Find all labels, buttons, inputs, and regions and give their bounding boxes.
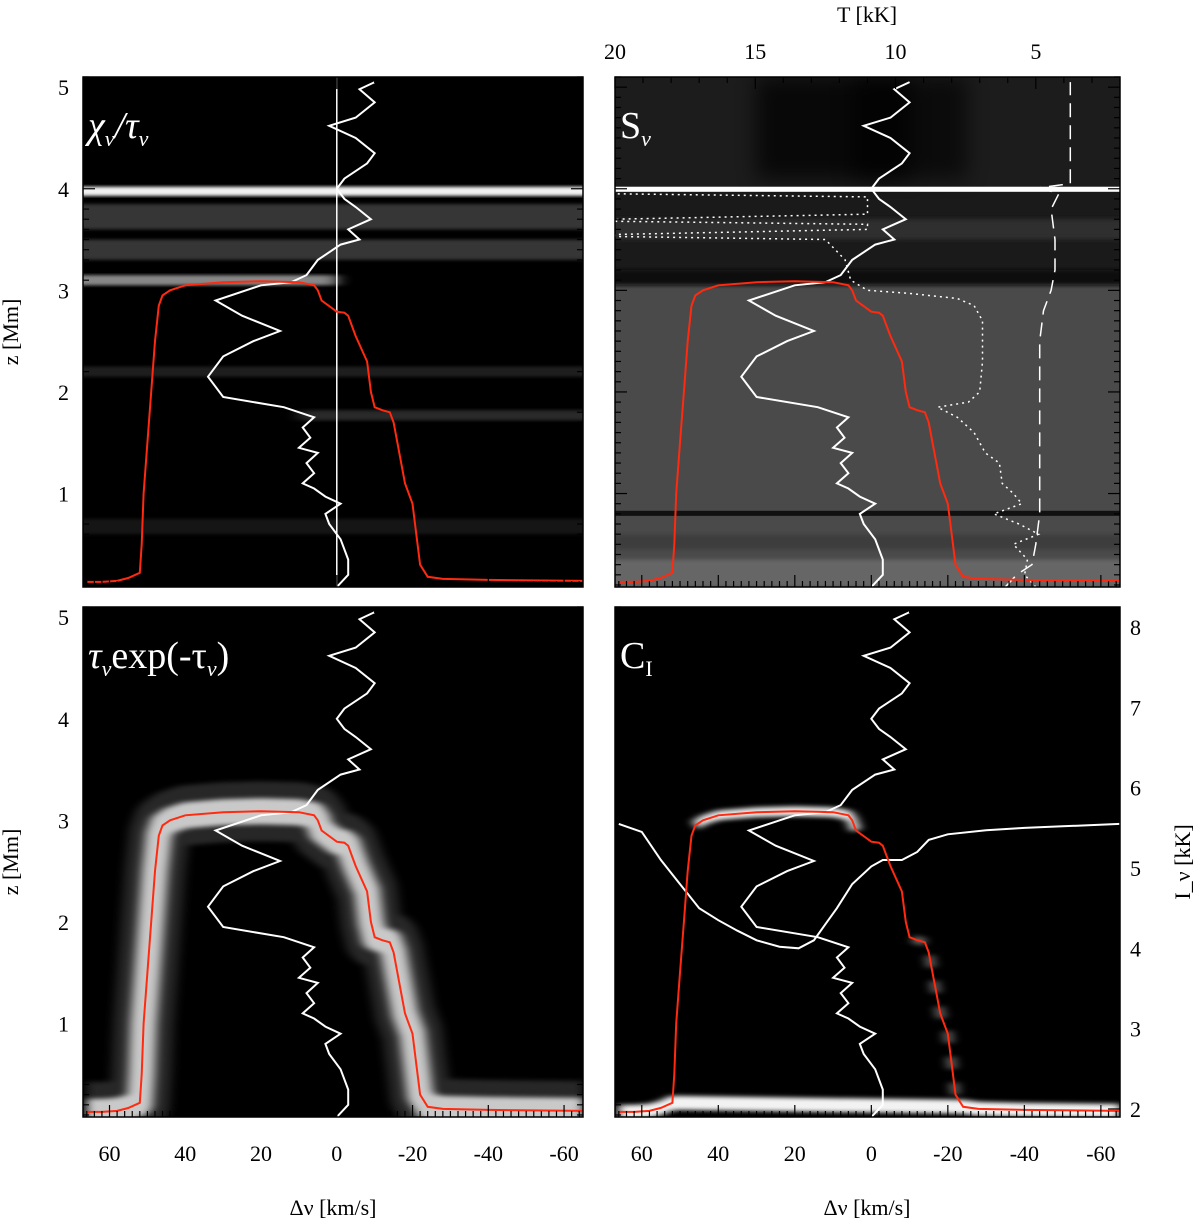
panel-chi-over-tau [83, 77, 583, 587]
panel-frame [82, 606, 584, 1118]
y-tick-label: 3 [58, 278, 69, 303]
top-axis-label: T [kK] [837, 2, 897, 27]
right-tick-label: 6 [1130, 776, 1141, 801]
x-tick-label: -20 [398, 1141, 427, 1166]
source-band [615, 559, 1120, 587]
panel-contribution-function [615, 607, 1120, 1117]
y-tick-label: 2 [58, 380, 69, 405]
source-band [615, 270, 1120, 286]
x-tick-label: 0 [331, 1141, 342, 1166]
y-tick-label: 5 [58, 605, 69, 630]
x-axis-label-left: Δν [km/s] [289, 1195, 376, 1220]
intensity-curve [618, 822, 1120, 950]
tau-unity-curve [618, 280, 1120, 583]
y-tick-label: 5 [58, 75, 69, 100]
y-axis-label-bottom: z [Mm] [0, 829, 23, 896]
right-tick-label: 7 [1130, 695, 1141, 720]
top-tick-label: 5 [1030, 39, 1041, 64]
top-tick-label: 10 [885, 39, 907, 64]
panel-label-source: Sν [620, 105, 651, 151]
velocity-curve [206, 611, 377, 1117]
right-tick-label: 4 [1130, 936, 1141, 961]
velocity-curve [206, 81, 377, 587]
panel-source-function [615, 77, 1120, 587]
y-tick-label: 4 [58, 177, 69, 202]
velocity-curve [740, 611, 912, 1117]
y-axis-label-top: z [Mm] [0, 299, 23, 366]
source-band [852, 77, 967, 179]
top-tick-label: 20 [604, 39, 626, 64]
tau-unity-curve [86, 810, 583, 1113]
microturbulence-curve [1004, 82, 1072, 587]
panel-background [83, 77, 583, 587]
top-tick-label: 15 [744, 39, 766, 64]
y-tick-label: 1 [58, 482, 69, 507]
right-axis-label: I_ν [kK] [1170, 824, 1195, 899]
x-tick-label: -20 [933, 1141, 962, 1166]
x-tick-label: 40 [707, 1141, 729, 1166]
source-band [615, 510, 1120, 516]
panel-frame [614, 606, 1121, 1118]
x-tick-label: -60 [1086, 1141, 1115, 1166]
x-tick-label: 60 [99, 1141, 121, 1166]
panel-label-contrib: CI [620, 635, 653, 681]
x-tick-label: 20 [784, 1141, 806, 1166]
source-band [615, 219, 1120, 240]
y-tick-label: 3 [58, 808, 69, 833]
x-tick-label: 60 [631, 1141, 653, 1166]
x-tick-label: -40 [1010, 1141, 1039, 1166]
panel-frame [82, 76, 584, 588]
source-band [615, 534, 1120, 550]
x-tick-label: -60 [549, 1141, 578, 1166]
panel-tau-exp-tau [83, 607, 583, 1117]
x-tick-label: 20 [250, 1141, 272, 1166]
emission-band [83, 203, 583, 230]
x-axis-label-right: Δν [km/s] [823, 1195, 910, 1220]
emission-band [83, 275, 337, 286]
emission-band [83, 186, 583, 196]
y-tick-label: 4 [58, 707, 69, 732]
right-tick-label: 3 [1130, 1017, 1141, 1042]
source-band [615, 186, 1120, 192]
x-tick-label: -40 [474, 1141, 503, 1166]
panel-label-tau: τνexp(-τν) [88, 635, 229, 681]
right-tick-label: 8 [1130, 615, 1141, 640]
emission-band [83, 366, 583, 377]
x-tick-label: 40 [174, 1141, 196, 1166]
y-tick-label: 2 [58, 910, 69, 935]
panel-background [615, 607, 1120, 1117]
right-tick-label: 2 [1130, 1097, 1141, 1122]
panel-label-chi: χν/τν [84, 105, 149, 151]
axes: 60 40 20 0 -20 -40 -60 60 40 20 0 -20 -40 -60 1 2 3 4 5 1 2 3… [58, 39, 1141, 1166]
x-tick-label: 0 [866, 1141, 877, 1166]
tau-unity-curve [618, 810, 1120, 1113]
emission-band [298, 410, 583, 421]
y-tick-label: 1 [58, 1012, 69, 1037]
right-tick-label: 5 [1130, 856, 1141, 881]
emission-band [83, 518, 583, 535]
velocity-curve [740, 81, 912, 587]
tau-unity-curve [86, 280, 583, 583]
